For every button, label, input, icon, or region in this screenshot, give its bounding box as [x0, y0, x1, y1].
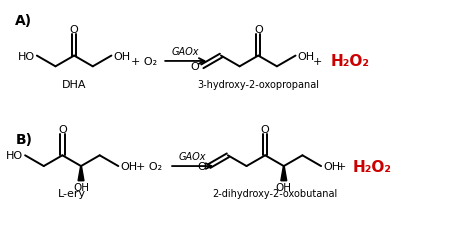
Text: + O₂: + O₂	[136, 162, 162, 171]
Polygon shape	[281, 166, 287, 181]
Text: OH: OH	[73, 182, 89, 192]
Text: O: O	[261, 124, 270, 134]
Text: H₂O₂: H₂O₂	[352, 159, 392, 174]
Polygon shape	[78, 166, 84, 181]
Text: OH: OH	[323, 162, 340, 171]
Text: O: O	[198, 162, 206, 171]
Text: DHA: DHA	[62, 80, 86, 90]
Text: +: +	[337, 162, 346, 171]
Text: B): B)	[15, 132, 32, 146]
Text: 2-dihydroxy-2-oxobutanal: 2-dihydroxy-2-oxobutanal	[212, 189, 337, 199]
Text: L-ery: L-ery	[58, 189, 86, 199]
Text: GAOx: GAOx	[179, 152, 206, 162]
Text: O: O	[70, 25, 79, 35]
Text: O: O	[58, 124, 67, 134]
Text: O: O	[254, 25, 263, 35]
Text: A): A)	[15, 14, 32, 28]
Text: + O₂: + O₂	[131, 57, 157, 67]
Text: 3-hydroxy-2-oxopropanal: 3-hydroxy-2-oxopropanal	[197, 80, 319, 90]
Text: HO: HO	[6, 151, 23, 161]
Text: OH: OH	[298, 51, 315, 61]
Text: HO: HO	[18, 51, 35, 61]
Text: OH: OH	[120, 162, 137, 171]
Text: OH: OH	[276, 182, 292, 192]
Text: O: O	[191, 62, 200, 72]
Text: +: +	[313, 57, 322, 67]
Text: H₂O₂: H₂O₂	[331, 54, 370, 69]
Text: GAOx: GAOx	[172, 47, 200, 57]
Text: OH: OH	[113, 51, 130, 61]
